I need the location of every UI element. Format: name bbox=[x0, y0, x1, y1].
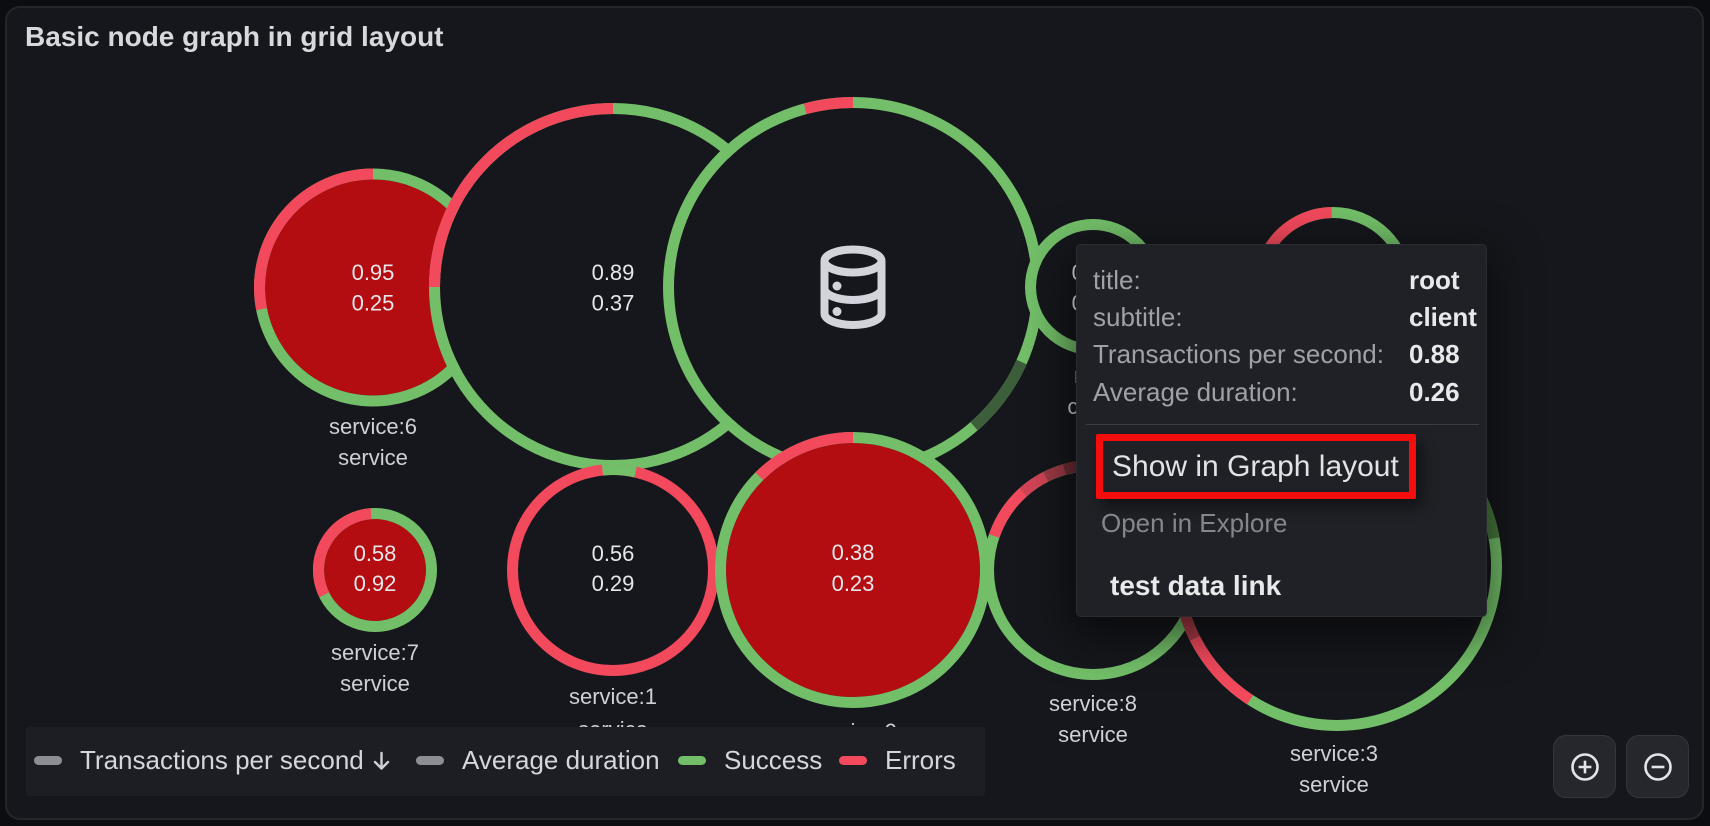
svg-text:0.92: 0.92 bbox=[354, 571, 397, 596]
svg-text:0.89: 0.89 bbox=[592, 260, 635, 285]
svg-text:0.25: 0.25 bbox=[352, 291, 395, 316]
svg-text:service:6: service:6 bbox=[329, 414, 417, 439]
svg-text:0.29: 0.29 bbox=[592, 571, 635, 596]
svg-text:0.95: 0.95 bbox=[352, 260, 395, 285]
svg-text:0.37: 0.37 bbox=[592, 291, 635, 316]
svg-text:service: service bbox=[1299, 772, 1369, 797]
svg-text:0.56: 0.56 bbox=[592, 541, 635, 566]
svg-text:service: service bbox=[340, 671, 410, 696]
svg-text:0.23: 0.23 bbox=[832, 571, 875, 596]
svg-text:0.38: 0.38 bbox=[832, 540, 875, 565]
svg-text:service:3: service:3 bbox=[1290, 741, 1378, 766]
svg-text:service:7: service:7 bbox=[331, 640, 419, 665]
svg-text:service:1: service:1 bbox=[569, 684, 657, 709]
svg-text:service:8: service:8 bbox=[1049, 691, 1137, 716]
svg-text:0.58: 0.58 bbox=[354, 541, 397, 566]
svg-text:service: service bbox=[1058, 722, 1128, 747]
svg-text:service: service bbox=[338, 445, 408, 470]
